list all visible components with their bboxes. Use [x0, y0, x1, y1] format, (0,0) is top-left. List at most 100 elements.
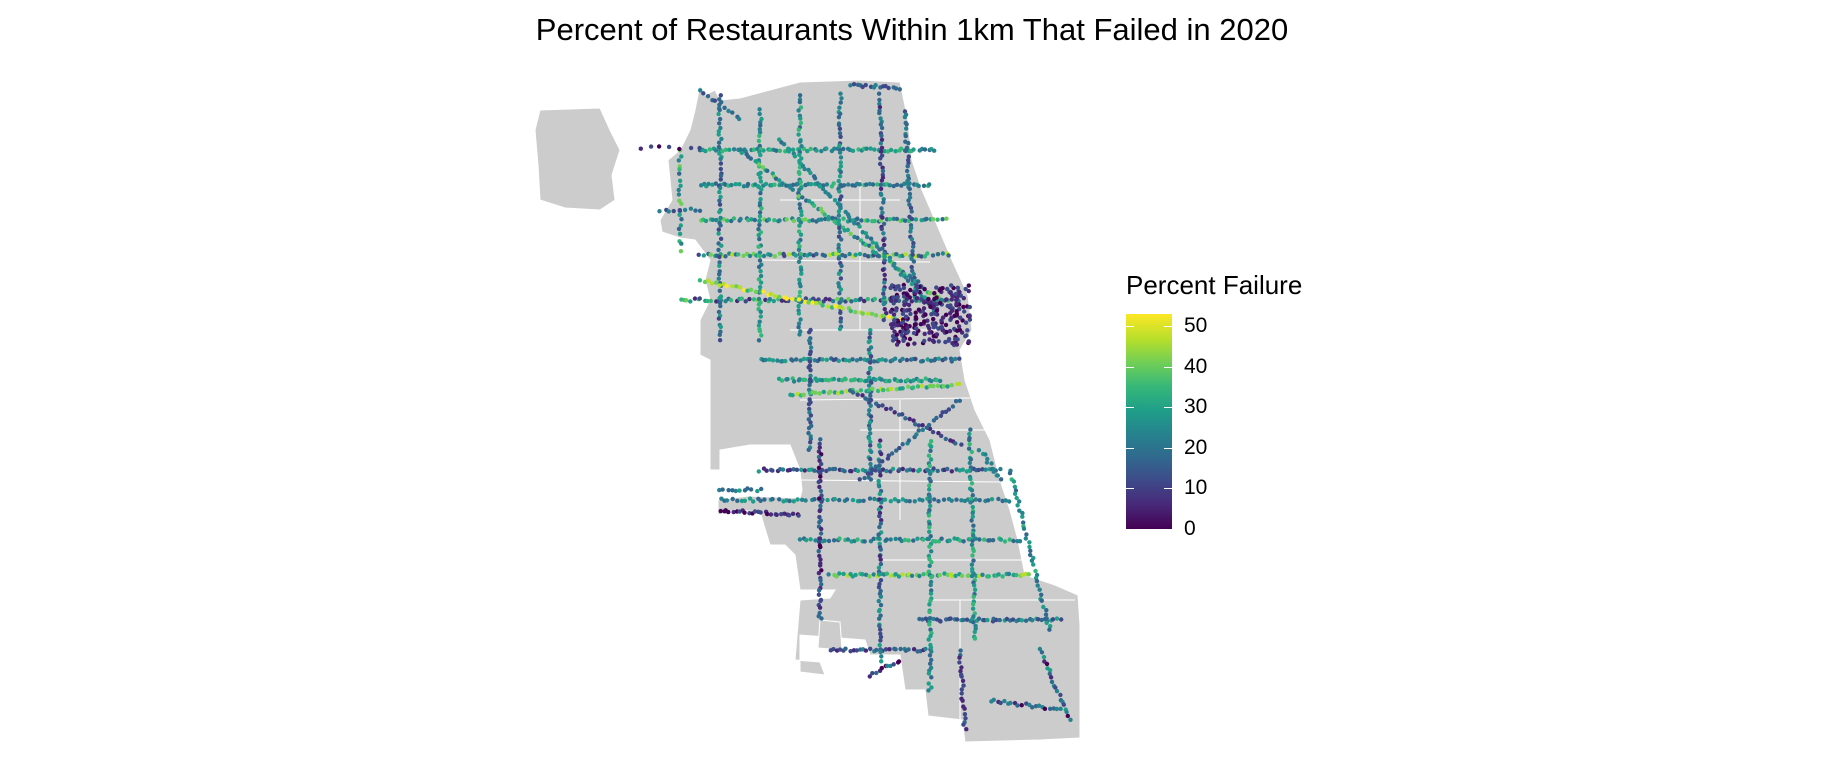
- restaurant-point: [836, 271, 842, 276]
- restaurant-point: [1012, 491, 1018, 496]
- restaurant-point: [878, 438, 883, 443]
- restaurant-point: [940, 251, 946, 256]
- restaurant-point: [932, 311, 938, 316]
- restaurant-point: [798, 252, 803, 257]
- restaurant-point: [892, 261, 897, 266]
- restaurant-point: [894, 342, 900, 347]
- restaurant-point: [821, 183, 826, 188]
- legend-tick-label: 20: [1184, 435, 1208, 459]
- restaurant-point: [891, 295, 896, 300]
- restaurant-point: [928, 300, 933, 305]
- restaurant-point: [1054, 706, 1060, 712]
- restaurant-point: [904, 122, 909, 127]
- restaurant-point: [882, 307, 887, 312]
- restaurant-point: [926, 671, 932, 676]
- restaurant-point: [701, 91, 706, 96]
- restaurant-point: [1015, 703, 1020, 708]
- restaurant-point: [954, 301, 959, 307]
- restaurant-point: [838, 91, 843, 96]
- restaurant-point: [860, 311, 865, 316]
- restaurant-point: [879, 226, 884, 232]
- restaurant-point: [911, 259, 917, 264]
- restaurant-point: [870, 240, 875, 245]
- restaurant-point: [795, 391, 800, 397]
- restaurant-point: [926, 569, 931, 574]
- restaurant-point: [893, 308, 899, 313]
- restaurant-point: [796, 108, 801, 113]
- restaurant-point: [928, 444, 934, 449]
- restaurant-point: [701, 253, 706, 258]
- restaurant-point: [722, 105, 727, 111]
- restaurant-point: [877, 105, 883, 110]
- restaurant-point: [909, 216, 915, 222]
- restaurant-point: [819, 582, 824, 587]
- restaurant-point: [927, 337, 932, 342]
- restaurant-point: [808, 413, 814, 418]
- restaurant-point: [798, 139, 803, 144]
- restaurant-point: [960, 467, 965, 472]
- restaurant-point: [953, 292, 958, 297]
- restaurant-point: [841, 183, 847, 188]
- restaurant-point: [853, 298, 858, 303]
- restaurant-point: [751, 147, 757, 152]
- restaurant-point: [756, 232, 761, 238]
- restaurant-point: [757, 222, 762, 228]
- restaurant-point: [936, 339, 941, 344]
- restaurant-point: [718, 236, 724, 241]
- restaurant-point: [717, 254, 722, 260]
- restaurant-point: [758, 179, 764, 184]
- restaurant-point: [881, 301, 886, 307]
- restaurant-point: [677, 212, 682, 217]
- restaurant-point: [807, 382, 812, 388]
- restaurant-point: [896, 659, 902, 664]
- restaurant-point: [885, 663, 890, 669]
- restaurant-point: [757, 236, 762, 242]
- restaurant-point: [817, 458, 822, 463]
- restaurant-point: [802, 468, 807, 473]
- restaurant-point: [954, 342, 960, 347]
- restaurant-point: [826, 572, 831, 577]
- restaurant-point: [918, 322, 924, 327]
- restaurant-point: [896, 267, 901, 272]
- restaurant-point: [684, 298, 689, 303]
- restaurant-point: [959, 330, 965, 335]
- restaurant-point: [718, 156, 723, 162]
- restaurant-point: [969, 542, 975, 547]
- restaurant-point: [967, 468, 972, 473]
- restaurant-point: [837, 150, 843, 155]
- restaurant-point: [840, 306, 845, 311]
- restaurant-point: [1044, 620, 1049, 625]
- restaurant-point: [820, 357, 825, 362]
- restaurant-point: [798, 179, 803, 185]
- restaurant-point: [835, 296, 840, 302]
- restaurant-point: [1000, 574, 1005, 579]
- restaurant-point: [971, 620, 976, 625]
- restaurant-point: [909, 299, 914, 304]
- restaurant-point: [756, 244, 761, 249]
- restaurant-point: [927, 182, 932, 187]
- restaurant-point: [931, 466, 936, 471]
- restaurant-point: [807, 406, 812, 412]
- restaurant-point: [892, 318, 897, 323]
- restaurant-point: [884, 537, 889, 542]
- restaurant-point: [757, 214, 763, 219]
- restaurant-point: [1037, 587, 1042, 592]
- restaurant-point: [907, 336, 913, 342]
- restaurant-point: [893, 86, 899, 91]
- restaurant-point: [971, 594, 976, 599]
- restaurant-point: [876, 507, 882, 512]
- restaurant-point: [816, 549, 821, 554]
- restaurant-point: [818, 578, 823, 583]
- restaurant-point: [877, 161, 883, 167]
- restaurant-point: [831, 647, 836, 652]
- restaurant-point: [759, 206, 764, 211]
- restaurant-point: [899, 332, 904, 337]
- restaurant-point: [817, 391, 822, 396]
- restaurant-point: [856, 147, 861, 152]
- restaurant-point: [898, 378, 904, 384]
- restaurant-point: [797, 99, 803, 105]
- restaurant-point: [936, 356, 941, 361]
- restaurant-point: [954, 313, 959, 318]
- restaurant-point: [953, 573, 958, 578]
- restaurant-point: [718, 324, 723, 330]
